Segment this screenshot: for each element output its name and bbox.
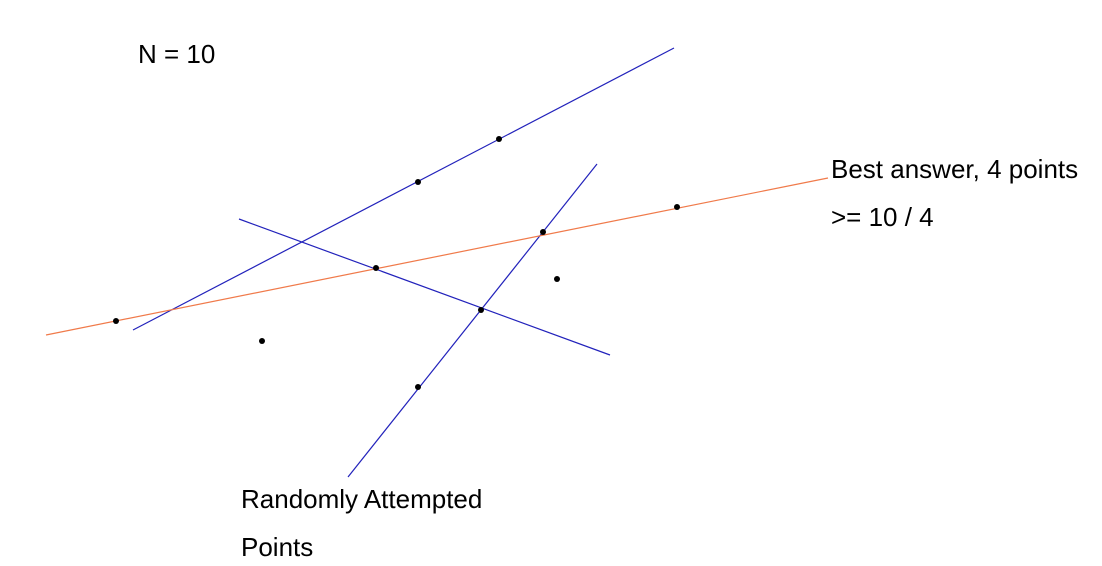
attempted-line-3 — [348, 164, 597, 477]
data-point — [674, 204, 680, 210]
random-attempt-label-cont: Points — [241, 532, 313, 562]
data-point — [373, 265, 379, 271]
best-answer-label: Best answer, 4 points — [831, 154, 1078, 184]
attempted-line-2 — [239, 219, 610, 355]
n-label: N = 10 — [138, 39, 215, 69]
data-point — [113, 318, 119, 324]
data-point — [415, 179, 421, 185]
data-point — [540, 229, 546, 235]
attempted-line-1 — [133, 48, 674, 330]
random-attempt-label: Randomly Attempted — [241, 484, 482, 514]
best-answer-line — [46, 178, 828, 335]
data-point — [554, 276, 560, 282]
data-point — [259, 338, 265, 344]
data-point — [478, 307, 484, 313]
data-point — [496, 136, 502, 142]
data-point — [415, 384, 421, 390]
best-answer-ratio-label: >= 10 / 4 — [831, 202, 934, 232]
